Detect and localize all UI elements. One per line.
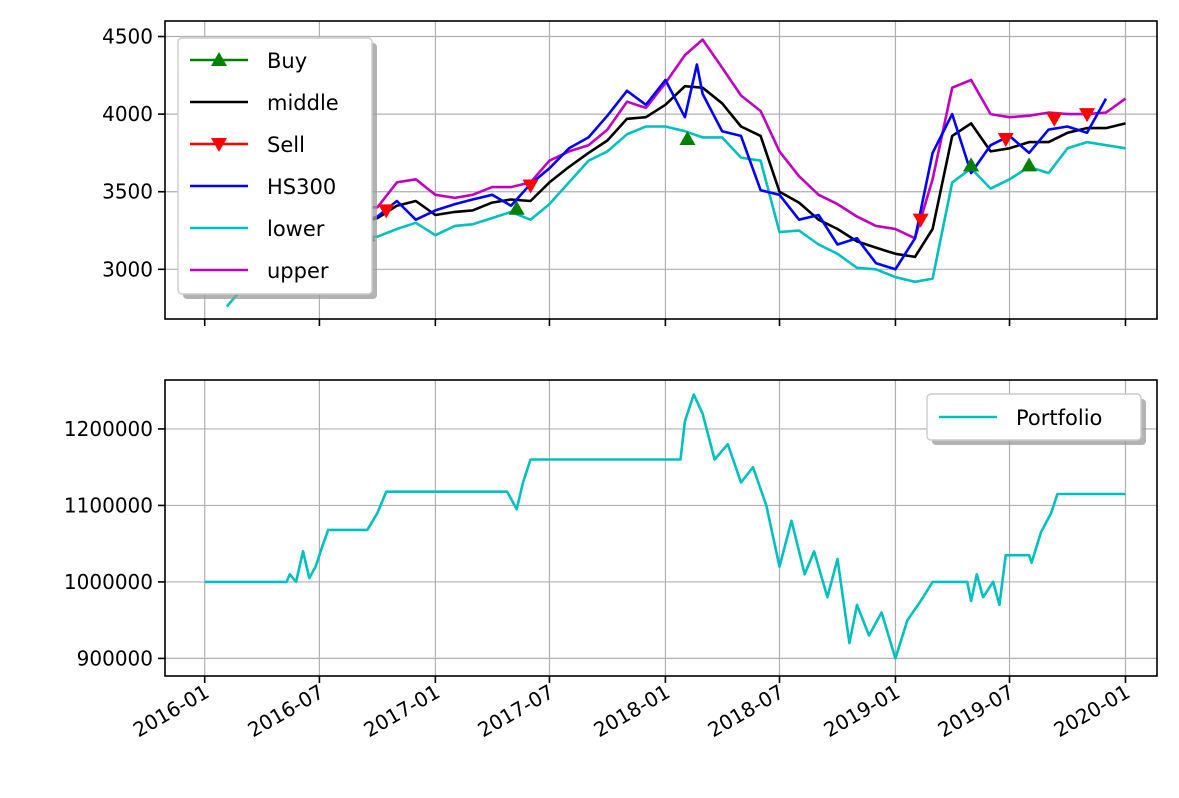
sell-marker	[378, 204, 395, 219]
series-group	[204, 393, 1126, 660]
axes-frame	[164, 379, 1158, 677]
buy-marker	[963, 157, 980, 172]
buy-marker	[508, 200, 525, 215]
y-tick-label: 900000	[77, 646, 153, 670]
y-tick-label: 4500	[102, 25, 153, 49]
sell-marker	[997, 132, 1014, 147]
legend-label-hs300: HS300	[267, 175, 336, 199]
y-tick-label: 3500	[102, 180, 153, 204]
legend-label-upper: upper	[267, 259, 329, 283]
axes-frame	[164, 20, 1158, 320]
y-tick-label: 4000	[102, 102, 153, 126]
sell-marker	[522, 179, 539, 194]
legend: Portfolio	[926, 393, 1146, 445]
buy-marker	[1021, 157, 1038, 172]
buy-marker	[679, 130, 696, 145]
legend: Buy middle Sell HS300 lower upper	[177, 37, 377, 299]
grid	[165, 380, 1157, 676]
legend-label-middle: middle	[267, 91, 339, 115]
legend-box	[177, 37, 373, 295]
legend-label-buy: Buy	[267, 49, 307, 73]
series-line-portfolio	[204, 393, 1126, 660]
y-tick-label: 1000000	[64, 570, 153, 594]
hs300-bollinger-panel: 3000 3500 4000 4500 Buy middle Sell HS300 lower u…	[102, 20, 1158, 326]
y-tick-label: 1200000	[64, 417, 153, 441]
legend-label-portfolio: Portfolio	[1016, 406, 1102, 430]
sell-marker	[1079, 108, 1096, 123]
y-tick-label: 3000	[102, 257, 153, 281]
legend-label-sell: Sell	[267, 133, 305, 157]
legend-label-lower: lower	[267, 217, 325, 241]
sell-marker	[912, 213, 929, 228]
legend-marker-buy	[211, 52, 227, 66]
sell-marker	[1046, 112, 1063, 127]
y-tick-label: 1100000	[64, 493, 153, 517]
legend-box	[926, 393, 1142, 441]
legend-marker-sell	[211, 138, 227, 152]
